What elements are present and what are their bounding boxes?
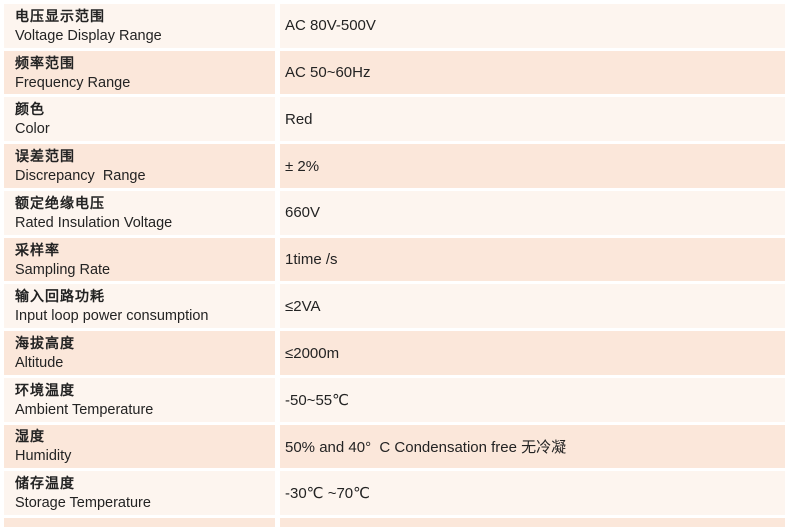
spec-value-cell: Red — [280, 97, 785, 142]
table-row: 额定绝缘电压 Rated Insulation Voltage 660V — [4, 190, 785, 235]
spec-value-cell: 1time /s — [280, 237, 785, 282]
spec-value-cell: AC 50~60Hz — [280, 50, 785, 95]
table-row: 误差范围 Discrepancy Range ± 2% — [4, 144, 785, 188]
spec-label-zh: 储存温度 — [15, 475, 75, 492]
spec-value: AC 80V-500V — [285, 17, 376, 35]
spec-label-en: Ambient Temperature — [15, 401, 154, 418]
spec-value-cell: ≤2000m — [280, 331, 785, 375]
spec-label-zh: 颜色 — [15, 101, 45, 118]
table-row: 环境温度 Ambient Temperature -50~55℃ — [4, 377, 785, 422]
spec-label-zh: 误差范围 — [15, 148, 75, 165]
spec-value: Red — [285, 110, 313, 128]
spec-value-cell: 660V — [280, 190, 785, 235]
table-row: 采样率 Sampling Rate 1time /s — [4, 237, 785, 282]
table-row: 储存温度 Storage Temperature -30℃ ~70℃ — [4, 471, 785, 516]
spec-label-en: Discrepancy Range — [15, 168, 146, 185]
spec-label-en: Humidity — [15, 448, 72, 465]
spec-value: -50~55℃ — [285, 391, 349, 409]
spec-value-cell: ≤2VA — [280, 284, 785, 329]
table-row: 湿度 Humidity 50% and 40° C Condensation f… — [4, 424, 785, 469]
table-row: 电压显示范围 Voltage Display Range AC 80V-500V — [4, 4, 785, 48]
spec-value: ≤2000m — [285, 344, 340, 362]
spec-label-en: Altitude — [15, 355, 64, 372]
spec-label-zh: 频率范围 — [15, 54, 75, 71]
spec-value-cell: -30℃ ~70℃ — [280, 471, 785, 516]
spec-label-zh: 输入回路功耗 — [15, 288, 105, 305]
spec-label-cell: 频率范围 Frequency Range — [4, 50, 275, 95]
spec-label-en: Rated Insulation Voltage — [15, 214, 173, 231]
spec-label-cell: 海拔高度 Altitude — [4, 331, 275, 375]
spec-value: ± 2% — [285, 157, 320, 175]
spec-label-cell: 储存温度 Storage Temperature — [4, 471, 275, 516]
spec-label-zh: 环境温度 — [15, 381, 75, 398]
spec-value: -30℃ ~70℃ — [285, 485, 370, 503]
bottom-strip — [4, 518, 785, 528]
spec-label-en: Input loop power consumption — [15, 308, 209, 325]
spec-label-en: Sampling Rate — [15, 261, 111, 278]
spec-label-zh: 海拔高度 — [15, 335, 75, 352]
table-row: 频率范围 Frequency Range AC 50~60Hz — [4, 50, 785, 95]
spec-value-cell: ± 2% — [280, 144, 785, 188]
spec-label-zh: 采样率 — [15, 241, 60, 258]
spec-value: 660V — [285, 204, 321, 222]
spec-label-cell: 采样率 Sampling Rate — [4, 237, 275, 282]
spec-label-cell: 输入回路功耗 Input loop power consumption — [4, 284, 275, 329]
table-row: 颜色 Color Red — [4, 97, 785, 142]
spec-value-cell: -50~55℃ — [280, 377, 785, 422]
spec-label-zh: 电压显示范围 — [15, 7, 105, 24]
spec-value: ≤2VA — [285, 297, 321, 315]
spec-label-en: Color — [15, 121, 50, 138]
spec-value-cell: 50% and 40° C Condensation free 无冷凝 — [280, 424, 785, 469]
spec-label-cell: 额定绝缘电压 Rated Insulation Voltage — [4, 190, 275, 235]
spec-label-en: Storage Temperature — [15, 495, 151, 512]
spec-label-zh: 额定绝缘电压 — [15, 194, 105, 211]
spec-label-cell: 电压显示范围 Voltage Display Range — [4, 4, 275, 48]
spec-table: 电压显示范围 Voltage Display Range AC 80V-500V… — [4, 4, 785, 528]
table-row: 海拔高度 Altitude ≤2000m — [4, 331, 785, 375]
spec-value: AC 50~60Hz — [285, 64, 371, 82]
bottom-strip-left — [4, 518, 275, 528]
spec-label-cell: 误差范围 Discrepancy Range — [4, 144, 275, 188]
spec-value: 1time /s — [285, 251, 338, 269]
spec-label-zh: 湿度 — [15, 428, 45, 445]
spec-label-cell: 颜色 Color — [4, 97, 275, 142]
table-row: 输入回路功耗 Input loop power consumption ≤2VA — [4, 284, 785, 329]
spec-label-en: Voltage Display Range — [15, 27, 162, 44]
spec-label-cell: 湿度 Humidity — [4, 424, 275, 469]
spec-value-cell: AC 80V-500V — [280, 4, 785, 48]
spec-label-cell: 环境温度 Ambient Temperature — [4, 377, 275, 422]
bottom-strip-right — [280, 518, 785, 528]
spec-label-en: Frequency Range — [15, 74, 131, 91]
spec-value: 50% and 40° C Condensation free 无冷凝 — [285, 438, 567, 456]
